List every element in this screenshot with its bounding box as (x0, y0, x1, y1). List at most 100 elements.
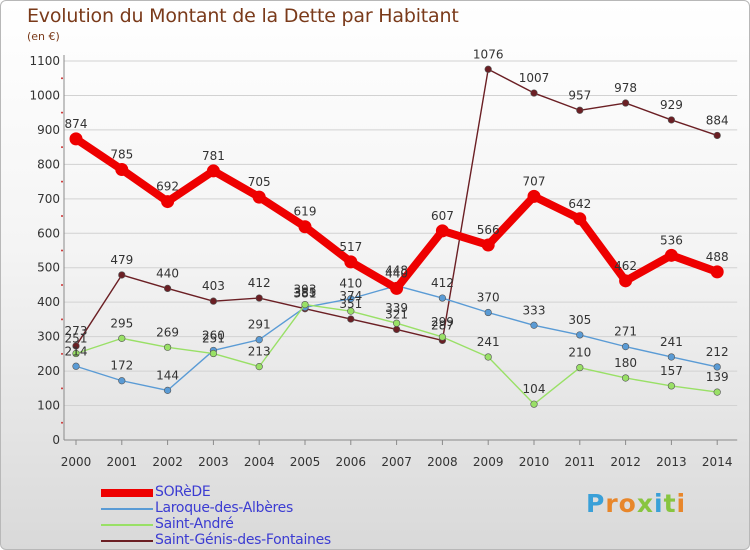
data-point-sorede-2003 (206, 164, 220, 178)
data-point-saint-andre-2010 (530, 400, 538, 408)
data-point-saint-genis-des-fontaines-2003 (209, 297, 217, 305)
data-point-laroque-des-alberes-2008 (438, 294, 447, 302)
x-tick-label-2010: 2010 (519, 455, 550, 469)
proxiti-logo: Proxiti (586, 489, 686, 518)
data-label-sorede-2002: 692 (156, 180, 179, 194)
data-point-saint-genis-des-fontaines-2010 (530, 89, 538, 97)
data-label-saint-andre-2014: 139 (706, 370, 729, 384)
data-point-saint-andre-2012 (621, 374, 630, 382)
data-point-saint-genis-des-fontaines-2012 (621, 99, 630, 107)
y-tick-label-300: 300 (37, 330, 60, 344)
legend-label-saint-genis: Saint-Génis-des-Fontaines (155, 532, 331, 548)
data-point-sorede-2004 (252, 190, 266, 204)
data-label-saint-andre-2005: 393 (294, 283, 317, 297)
data-point-saint-andre-2008 (438, 333, 447, 341)
data-point-sorede-2008 (435, 224, 449, 238)
logo-letter: x (636, 489, 654, 518)
data-label-laroque-des-alberes-2008: 412 (431, 276, 454, 290)
data-point-saint-andre-2004 (255, 363, 263, 371)
data-label-saint-genis-des-fontaines-2011: 957 (568, 88, 591, 102)
data-point-saint-andre-2007 (393, 319, 401, 327)
x-tick-label-2001: 2001 (107, 455, 138, 469)
data-label-saint-genis-des-fontaines-2010: 1007 (519, 71, 550, 85)
data-label-sorede-2014: 488 (706, 250, 729, 264)
data-label-saint-genis-des-fontaines-2005: 381 (294, 287, 317, 301)
data-point-sorede-2001 (115, 163, 129, 177)
logo-letter: i (676, 489, 687, 518)
data-point-sorede-2002 (161, 195, 175, 209)
data-label-laroque-des-alberes-2012: 271 (614, 325, 637, 339)
data-label-saint-genis-des-fontaines-2007: 321 (385, 307, 408, 321)
data-point-sorede-2011 (573, 212, 587, 226)
data-point-sorede-2010 (527, 189, 541, 203)
y-tick-label-500: 500 (37, 261, 60, 275)
data-label-sorede-2009: 566 (477, 223, 500, 237)
data-label-sorede-2006: 517 (339, 240, 362, 254)
data-point-laroque-des-alberes-2012 (621, 343, 630, 351)
data-point-saint-genis-des-fontaines-2004 (255, 294, 263, 302)
data-label-sorede-2012: 462 (614, 259, 637, 273)
logo-letter: P (586, 489, 606, 518)
y-tick-label-600: 600 (37, 226, 60, 240)
x-tick-label-2004: 2004 (244, 455, 275, 469)
data-label-laroque-des-alberes-2001: 172 (110, 359, 133, 373)
data-label-sorede-2001: 785 (110, 148, 133, 162)
data-label-saint-andre-2008: 299 (431, 315, 454, 329)
x-tick-label-2013: 2013 (656, 455, 687, 469)
chart-subtitle: (en €) (27, 30, 60, 43)
legend-label-saint-andre: Saint-André (155, 516, 234, 532)
data-label-sorede-2013: 536 (660, 233, 683, 247)
data-label-laroque-des-alberes-2013: 241 (660, 335, 683, 349)
x-tick-label-2000: 2000 (61, 455, 92, 469)
data-point-saint-genis-des-fontaines-2007 (393, 325, 401, 334)
data-point-laroque-des-alberes-2004 (255, 336, 263, 344)
data-point-laroque-des-alberes-2011 (576, 331, 584, 339)
legend-swatch-saint-genis (101, 540, 153, 542)
data-label-saint-genis-des-fontaines-2009: 1076 (473, 47, 504, 61)
data-point-saint-andre-2003 (209, 349, 217, 358)
data-label-saint-genis-des-fontaines-2013: 929 (660, 98, 683, 112)
data-point-saint-genis-des-fontaines-2002 (164, 284, 172, 293)
y-minor-tick (61, 249, 63, 252)
x-tick-label-2014: 2014 (702, 455, 733, 469)
y-minor-tick (61, 146, 63, 149)
data-point-sorede-2006 (344, 255, 358, 269)
legend-label-laroque: Laroque-des-Albères (155, 500, 293, 516)
data-label-sorede-2008: 607 (431, 209, 454, 223)
data-point-saint-genis-des-fontaines-2014 (713, 131, 721, 140)
data-label-saint-andre-2001: 295 (110, 316, 133, 330)
data-point-sorede-2014 (710, 265, 724, 279)
x-tick-label-2005: 2005 (290, 455, 321, 469)
data-point-laroque-des-alberes-2006 (347, 295, 355, 303)
y-tick-label-800: 800 (37, 157, 60, 171)
logo-letter: r (605, 489, 619, 518)
data-point-saint-andre-2000 (72, 349, 80, 358)
x-tick-label-2011: 2011 (565, 455, 596, 469)
y-minor-tick (61, 387, 63, 390)
y-tick-label-200: 200 (37, 364, 60, 378)
y-minor-tick (61, 77, 63, 80)
data-label-sorede-2003: 781 (202, 149, 225, 163)
series-layer (69, 65, 724, 408)
data-label-saint-andre-2004: 213 (248, 345, 271, 359)
y-tick-label-900: 900 (37, 123, 60, 137)
x-tick-label-2008: 2008 (427, 455, 458, 469)
data-label-laroque-des-alberes-2004: 291 (248, 318, 271, 332)
data-point-saint-genis-des-fontaines-2000 (72, 342, 80, 350)
data-label-saint-andre-2006: 374 (339, 289, 362, 303)
data-label-saint-genis-des-fontaines-2002: 440 (156, 266, 179, 280)
data-label-sorede-2010: 707 (523, 174, 546, 188)
y-minor-tick (61, 352, 63, 355)
data-point-laroque-des-alberes-2009 (484, 308, 492, 317)
data-label-sorede-2011: 642 (568, 197, 591, 211)
x-tick-label-2006: 2006 (336, 455, 367, 469)
y-tick-label-100: 100 (37, 399, 60, 413)
data-point-sorede-2007 (390, 281, 404, 295)
logo-letter: i (654, 489, 664, 518)
data-label-sorede-2007: 440 (385, 266, 408, 280)
data-point-laroque-des-alberes-2000 (72, 362, 80, 370)
data-point-sorede-2013 (664, 248, 678, 262)
data-label-saint-andre-2000: 251 (65, 332, 88, 346)
y-tick-label-1000: 1000 (29, 88, 60, 102)
